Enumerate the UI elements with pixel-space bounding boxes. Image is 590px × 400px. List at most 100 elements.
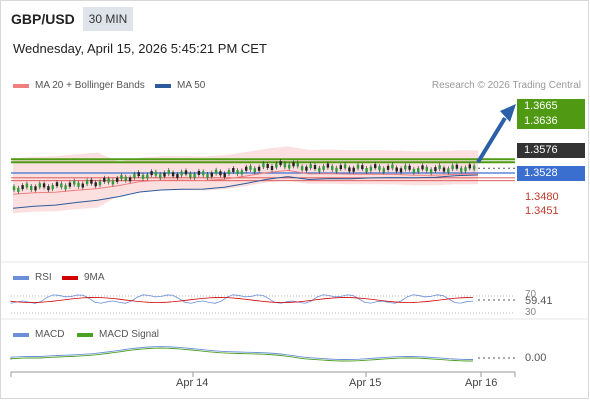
legend-9ma: 9MA xyxy=(62,272,105,283)
ma50-swatch xyxy=(155,83,171,88)
candle-body xyxy=(245,166,248,171)
symbol-label: GBP/USD xyxy=(11,11,75,27)
candle-body xyxy=(150,171,153,176)
candle-body xyxy=(103,177,106,182)
candle-body xyxy=(348,167,351,172)
candle-body xyxy=(365,167,368,172)
candle-body xyxy=(374,164,377,169)
candle-body xyxy=(455,164,459,169)
candle-body xyxy=(120,175,123,180)
candle-body xyxy=(464,167,467,172)
candle-body xyxy=(73,180,76,185)
candle-body xyxy=(171,172,175,177)
candle-body xyxy=(180,171,183,176)
candle-body xyxy=(154,171,158,176)
candle-body xyxy=(193,173,196,178)
legend-macd-signal-label: MACD Signal xyxy=(99,329,160,340)
macd-swatch xyxy=(13,332,29,337)
candle-body xyxy=(352,167,355,172)
candle-body xyxy=(111,180,115,185)
candle-body xyxy=(300,166,304,171)
legend-macd-signal: MACD Signal xyxy=(77,329,159,340)
candle-body xyxy=(34,186,37,191)
level-label-s1: 1.3480 xyxy=(525,191,559,203)
rsi-ma-line xyxy=(10,297,474,303)
candle-body xyxy=(460,167,463,172)
candle-body xyxy=(51,185,54,190)
candle-body xyxy=(116,177,119,182)
ma50-line xyxy=(12,174,479,209)
candle-body xyxy=(288,164,291,169)
candle-body xyxy=(391,164,394,169)
legend-macd: MACD xyxy=(13,329,64,340)
candle-body xyxy=(206,174,209,179)
candle-body xyxy=(12,186,16,191)
candle-body xyxy=(318,167,321,172)
candle-body xyxy=(42,183,46,188)
macd-signal-swatch xyxy=(77,332,93,337)
candle-body xyxy=(236,170,239,175)
candle-body xyxy=(128,177,132,182)
candle-body xyxy=(361,165,364,170)
rsi-line xyxy=(10,294,474,304)
candle-body xyxy=(429,169,433,174)
candle-body xyxy=(451,165,454,170)
candle-body xyxy=(369,166,373,171)
candle-body xyxy=(85,180,89,185)
forecast-arrow-head xyxy=(500,104,516,122)
candle-body xyxy=(240,170,244,175)
candle-body xyxy=(404,165,407,170)
candle-body xyxy=(167,170,170,175)
candle-body xyxy=(292,162,295,167)
candle-body xyxy=(210,172,213,177)
candle-body xyxy=(417,168,420,173)
candle-body xyxy=(17,187,20,192)
candle-body xyxy=(257,166,261,171)
candle-body xyxy=(176,174,179,179)
candle-body xyxy=(408,165,411,170)
x-tick-label: Apr 14 xyxy=(176,377,209,389)
candle-body xyxy=(262,163,265,168)
legend-9ma-label: 9MA xyxy=(84,272,105,283)
level-tag-pivot: 1.3528 xyxy=(517,166,585,181)
rsi-value: 59.41 xyxy=(525,295,553,307)
candle-body xyxy=(266,164,269,169)
candle-body xyxy=(60,183,63,188)
candle-body xyxy=(30,185,33,190)
legend-rsi: RSI xyxy=(13,272,52,283)
legend-ma50-label: MA 50 xyxy=(177,80,206,91)
candle-body xyxy=(202,171,205,176)
candle-body xyxy=(232,167,235,172)
candle-body xyxy=(296,162,299,167)
candle-body xyxy=(386,165,390,170)
x-tick-label: Apr 15 xyxy=(349,377,382,389)
level-label-s2: 1.3451 xyxy=(525,205,559,217)
candle-body xyxy=(133,173,136,178)
candle-body xyxy=(253,168,256,173)
candle-body xyxy=(283,163,287,168)
candle-body xyxy=(98,181,102,186)
datetime-label: Wednesday, April 15, 2026 5:45:21 PM CET xyxy=(13,41,267,56)
candle-body xyxy=(339,165,342,170)
macd-signal-line xyxy=(10,347,473,362)
candle-body xyxy=(425,166,428,171)
candle-body xyxy=(38,183,41,188)
candle-body xyxy=(322,165,325,170)
candle-body xyxy=(412,168,416,173)
legend-ma50: MA 50 xyxy=(155,80,205,91)
candle-body xyxy=(249,165,252,170)
candle-body xyxy=(313,165,317,170)
legend-ma20-label: MA 20 + Bollinger Bands xyxy=(35,80,145,91)
candle-body xyxy=(343,164,347,169)
candle-body xyxy=(227,170,231,175)
candle-body xyxy=(159,174,162,179)
research-credit: Research © 2026 Trading Central xyxy=(431,80,581,91)
candle-body xyxy=(356,164,360,169)
candle-body xyxy=(21,185,24,190)
candle-body xyxy=(305,166,308,171)
timeframe-badge[interactable]: 30 MIN xyxy=(83,7,133,31)
rsi-level-70: 70 xyxy=(525,289,537,300)
legend-rsi-label: RSI xyxy=(35,272,52,283)
candle-body xyxy=(124,176,127,181)
